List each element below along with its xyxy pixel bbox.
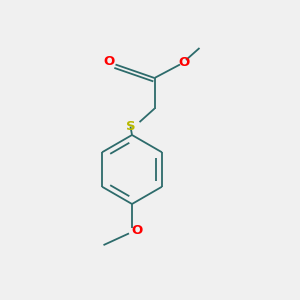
Text: S: S bbox=[126, 120, 135, 133]
Text: O: O bbox=[132, 224, 143, 238]
Text: O: O bbox=[103, 55, 115, 68]
Text: O: O bbox=[178, 56, 190, 70]
